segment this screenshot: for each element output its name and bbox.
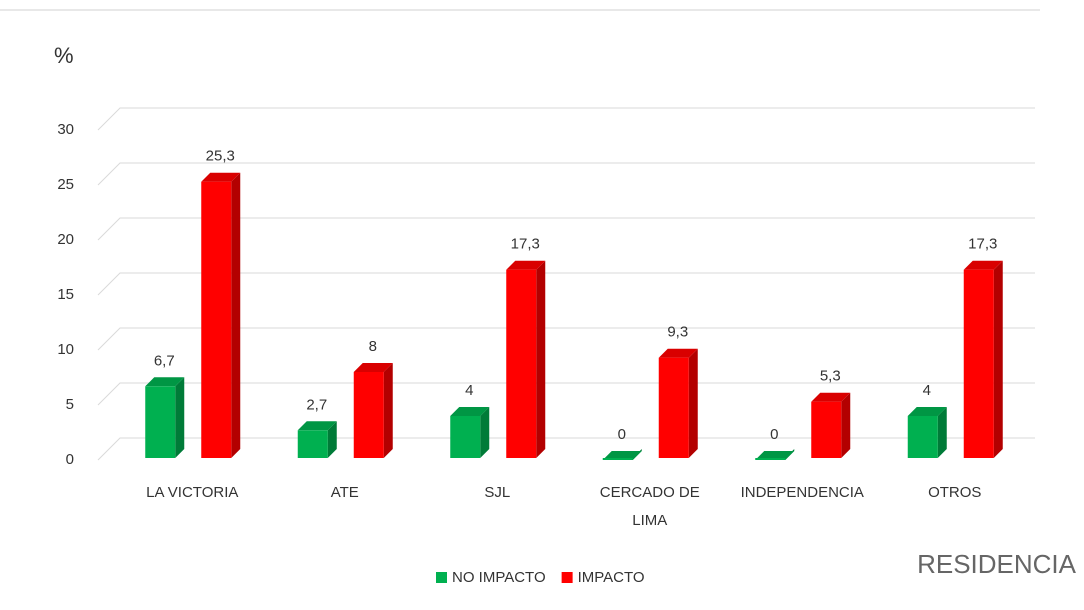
bar-top	[353, 363, 393, 372]
bar-top	[201, 172, 241, 182]
x-tick-label: CERCADO DE LIMA	[600, 484, 700, 529]
x-axis-label: RESIDENCIA	[917, 549, 1077, 579]
data-label: 2,7	[306, 396, 327, 413]
bar-front	[450, 416, 481, 458]
bar-side	[536, 260, 546, 458]
x-tick-label: ATE	[331, 484, 359, 501]
y-tick-label: 0	[66, 451, 74, 468]
bar-top	[907, 407, 947, 416]
bar	[506, 260, 546, 458]
bar	[755, 449, 795, 460]
grid-line	[97, 437, 1035, 461]
grid-line	[97, 162, 1035, 186]
bar-front	[145, 386, 176, 458]
data-label: 9,3	[667, 324, 688, 341]
x-tick-label: LA VICTORIA	[146, 484, 238, 501]
data-label: 4	[465, 382, 473, 399]
bar-front	[811, 401, 842, 458]
bar-top	[506, 260, 546, 270]
data-label: 17,3	[511, 236, 540, 253]
y-tick-label: 20	[57, 231, 74, 248]
bar-front	[297, 430, 328, 458]
data-label: 5,3	[820, 368, 841, 385]
grid-line	[97, 382, 1035, 406]
grid-line	[97, 107, 1035, 131]
bar-top	[450, 407, 490, 416]
bar	[297, 421, 337, 458]
bar	[658, 348, 698, 458]
bar	[963, 260, 1003, 458]
bar-top	[811, 392, 851, 402]
y-tick-label: 30	[57, 121, 74, 138]
y-axis-label: %	[54, 43, 74, 68]
bar-front	[353, 372, 384, 458]
data-label: 6,7	[154, 352, 175, 369]
bar-side	[993, 260, 1003, 458]
legend-swatch	[561, 572, 573, 583]
bar-top	[658, 348, 698, 358]
bar-side	[383, 363, 393, 458]
bar-top	[145, 377, 185, 387]
data-label: 4	[923, 382, 931, 399]
y-tick-label: 25	[57, 176, 74, 193]
bar-front	[201, 181, 232, 458]
legend-swatch	[436, 572, 447, 583]
bar-side	[841, 392, 851, 458]
bar-front	[658, 357, 689, 458]
x-tick-label: SJL	[484, 484, 510, 501]
data-label: 17,3	[968, 236, 997, 253]
bar	[201, 172, 241, 458]
legend-label: NO IMPACTO	[452, 569, 546, 586]
x-tick-label-line: LIMA	[632, 512, 667, 529]
data-label: 0	[770, 426, 778, 443]
grid-line	[97, 327, 1035, 351]
x-tick-label: OTROS	[928, 484, 981, 501]
bar-side	[688, 348, 698, 458]
data-label: 25,3	[206, 148, 235, 165]
x-tick-label: INDEPENDENCIA	[741, 484, 864, 501]
bar-front	[506, 269, 537, 458]
bar-top	[602, 451, 642, 460]
bar-top	[755, 451, 795, 460]
grid-line	[97, 217, 1035, 241]
bar-front	[755, 458, 786, 460]
bar	[450, 407, 490, 458]
bar	[353, 363, 393, 458]
bar	[602, 449, 642, 460]
bar-front	[963, 269, 994, 458]
y-tick-label: 10	[57, 341, 74, 358]
bar-front	[907, 416, 938, 458]
bar-side	[327, 421, 337, 458]
y-tick-label: 5	[66, 396, 74, 413]
bar-side	[937, 407, 947, 458]
x-tick-label-line: CERCADO DE	[600, 484, 700, 501]
bar-side	[231, 172, 241, 458]
data-label: 8	[369, 338, 377, 355]
legend-label: IMPACTO	[578, 569, 645, 586]
bar-top	[963, 260, 1003, 270]
bar-top	[297, 421, 337, 431]
bar	[811, 392, 851, 458]
y-tick-label: 15	[57, 286, 74, 303]
grid-line	[97, 272, 1035, 296]
bar	[907, 407, 947, 458]
data-label: 0	[618, 426, 626, 443]
bar-front	[602, 458, 633, 460]
bar	[145, 377, 185, 458]
bar-side	[175, 377, 185, 458]
bar-side	[480, 407, 490, 458]
